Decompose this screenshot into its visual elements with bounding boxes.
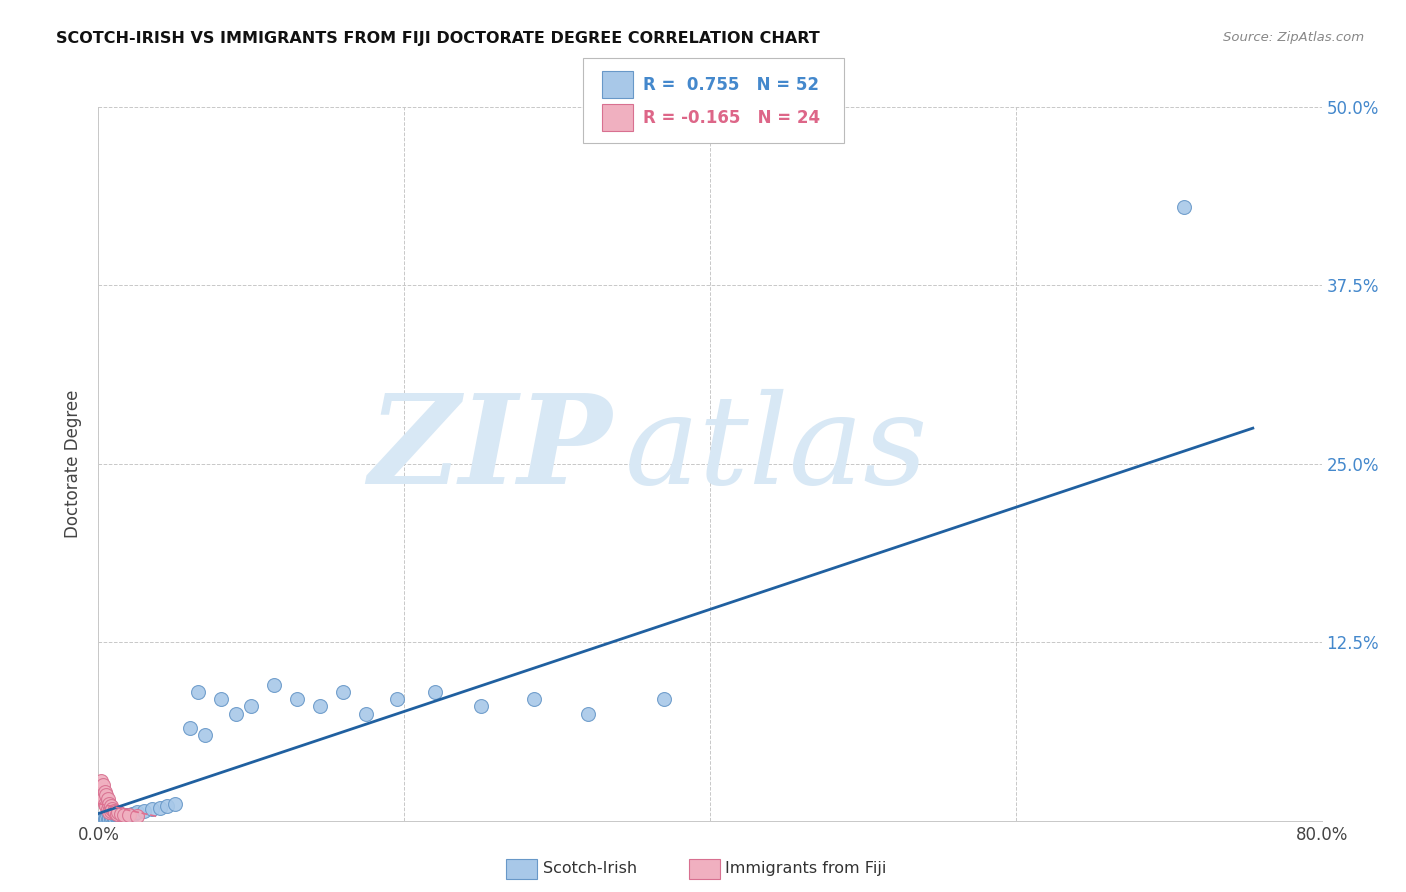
Point bbox=[93, 785, 115, 799]
Point bbox=[134, 804, 156, 818]
Point bbox=[423, 685, 446, 699]
Point bbox=[94, 788, 117, 802]
Text: R = -0.165   N = 24: R = -0.165 N = 24 bbox=[643, 109, 820, 127]
Point bbox=[112, 808, 135, 822]
Text: Scotch-Irish: Scotch-Irish bbox=[543, 862, 637, 876]
Point bbox=[110, 806, 132, 821]
Point bbox=[121, 806, 143, 821]
Point bbox=[163, 797, 186, 811]
Point bbox=[98, 812, 121, 826]
Point bbox=[117, 808, 139, 822]
Point bbox=[97, 792, 120, 806]
Point bbox=[101, 811, 124, 825]
Point bbox=[91, 778, 114, 792]
Point bbox=[652, 692, 675, 706]
Text: SCOTCH-IRISH VS IMMIGRANTS FROM FIJI DOCTORATE DEGREE CORRELATION CHART: SCOTCH-IRISH VS IMMIGRANTS FROM FIJI DOC… bbox=[56, 31, 820, 46]
Point bbox=[108, 811, 131, 825]
Point bbox=[100, 812, 122, 826]
Point bbox=[240, 699, 263, 714]
Point bbox=[104, 812, 127, 826]
Point bbox=[93, 812, 115, 826]
Point bbox=[105, 806, 128, 821]
Point bbox=[104, 811, 127, 825]
Point bbox=[97, 812, 120, 826]
Point bbox=[285, 692, 308, 706]
Point bbox=[179, 721, 201, 735]
Point bbox=[100, 804, 122, 818]
Point bbox=[94, 812, 117, 826]
Point bbox=[576, 706, 599, 721]
Point bbox=[91, 812, 114, 826]
Point bbox=[94, 799, 117, 814]
Point bbox=[115, 809, 138, 823]
Point bbox=[332, 685, 354, 699]
Point bbox=[94, 811, 117, 825]
Point bbox=[105, 809, 128, 823]
Point bbox=[309, 699, 332, 714]
Point bbox=[141, 802, 163, 816]
Point bbox=[91, 792, 114, 806]
Point bbox=[103, 812, 125, 826]
Point bbox=[354, 706, 377, 721]
Text: atlas: atlas bbox=[624, 389, 928, 510]
Point bbox=[149, 801, 172, 815]
Point bbox=[98, 811, 121, 825]
Point bbox=[225, 706, 247, 721]
Point bbox=[93, 797, 115, 811]
Point bbox=[470, 699, 492, 714]
Point bbox=[103, 804, 125, 818]
Point bbox=[89, 782, 111, 797]
Text: Source: ZipAtlas.com: Source: ZipAtlas.com bbox=[1223, 31, 1364, 45]
Point bbox=[209, 692, 232, 706]
Point bbox=[111, 809, 134, 823]
Point bbox=[110, 811, 132, 825]
Point bbox=[125, 809, 148, 823]
Point bbox=[385, 692, 408, 706]
Point bbox=[103, 811, 125, 825]
Point bbox=[122, 806, 145, 821]
Point bbox=[105, 811, 128, 825]
Text: R =  0.755   N = 52: R = 0.755 N = 52 bbox=[643, 76, 818, 94]
Point bbox=[1173, 200, 1195, 214]
Point bbox=[100, 799, 122, 814]
Point bbox=[112, 808, 135, 822]
Point bbox=[125, 805, 148, 819]
Point bbox=[107, 805, 129, 819]
Point bbox=[118, 808, 141, 822]
Point bbox=[107, 809, 129, 823]
Point bbox=[101, 802, 124, 816]
Point bbox=[97, 802, 120, 816]
Text: ZIP: ZIP bbox=[368, 389, 612, 510]
Point bbox=[90, 773, 112, 788]
Point bbox=[104, 805, 127, 819]
Point bbox=[90, 788, 112, 802]
Point bbox=[110, 809, 132, 823]
Y-axis label: Doctorate Degree: Doctorate Degree bbox=[65, 390, 83, 538]
Point bbox=[263, 678, 285, 692]
Point bbox=[98, 797, 121, 811]
Point bbox=[523, 692, 546, 706]
Point bbox=[107, 811, 129, 825]
Point bbox=[194, 728, 217, 742]
Point bbox=[100, 811, 122, 825]
Point bbox=[118, 808, 141, 822]
Point bbox=[187, 685, 209, 699]
Point bbox=[98, 805, 121, 819]
Point bbox=[156, 799, 179, 814]
Text: Immigrants from Fiji: Immigrants from Fiji bbox=[725, 862, 887, 876]
